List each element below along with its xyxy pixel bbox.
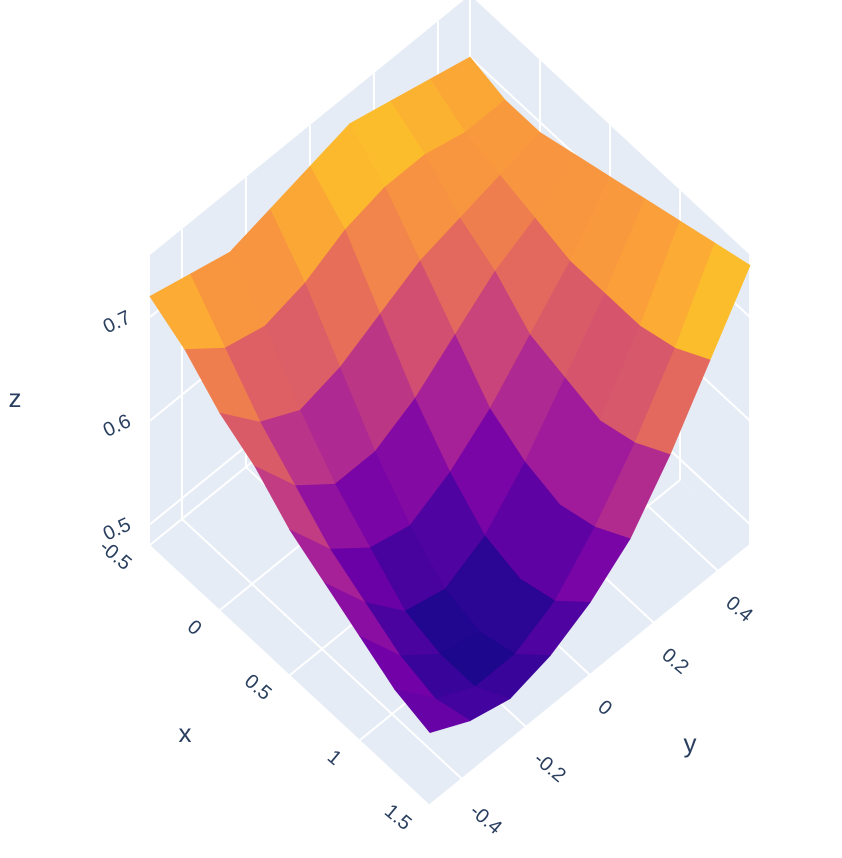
z-tick-label: 0.6	[100, 410, 135, 442]
x-axis-title: x	[179, 718, 192, 748]
y-tick-label: 0.2	[657, 644, 692, 679]
y-tick-label: 0.4	[721, 592, 756, 627]
y-tick-label: 0	[593, 696, 616, 720]
surface-patch	[393, 688, 471, 733]
y-tick-label: -0.4	[465, 800, 506, 839]
z-tick-label: 0.7	[100, 307, 135, 339]
grid-line	[181, 518, 463, 780]
x-tick-label: 1	[323, 746, 346, 770]
x-tick-label: 0.5	[240, 670, 275, 705]
x-tick-label: 1.5	[380, 800, 415, 835]
y-tick-label: -0.2	[529, 748, 570, 787]
y-axis-title: y	[684, 728, 697, 758]
z-axis-title: z	[9, 383, 22, 413]
x-tick-label: 0	[183, 616, 206, 640]
surface	[149, 56, 751, 733]
